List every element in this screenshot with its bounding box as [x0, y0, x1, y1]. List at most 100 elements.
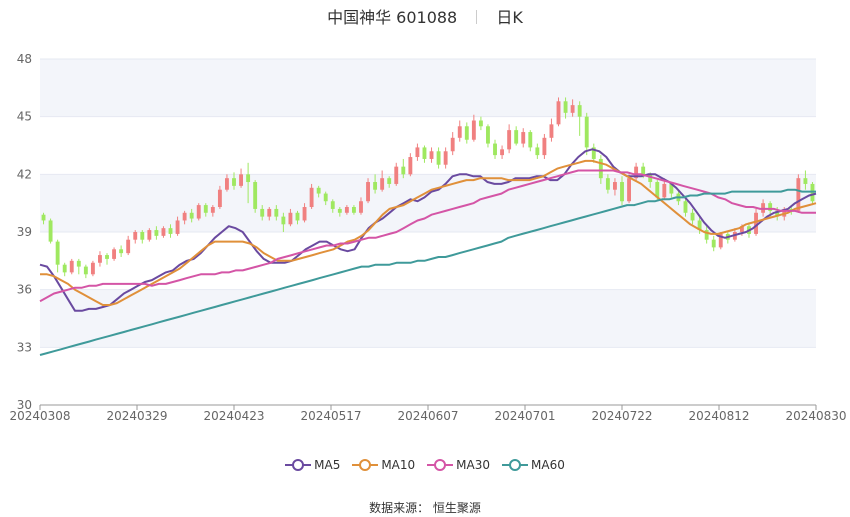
candle-down — [351, 205, 356, 215]
candle-up — [69, 258, 74, 275]
candle-body — [549, 124, 554, 138]
candle-body — [309, 187, 314, 208]
candle-down — [493, 139, 497, 159]
candle-body — [711, 239, 716, 248]
candle-up — [359, 197, 363, 215]
legend-marker-icon — [352, 459, 379, 471]
candle-body — [274, 208, 279, 217]
candle-up — [217, 185, 222, 209]
candle-body — [697, 220, 702, 231]
candle-down — [697, 216, 702, 234]
candle-up — [182, 210, 187, 225]
candle-body — [380, 178, 385, 190]
candle-body — [239, 174, 243, 186]
title-separator — [476, 10, 478, 24]
data-source: 数据来源： 恒生聚源 — [369, 501, 481, 515]
candle-body — [507, 130, 512, 150]
candle-down — [591, 143, 596, 163]
candle-down — [584, 112, 589, 156]
candle-up — [471, 114, 476, 142]
candle-up — [302, 203, 307, 223]
candle-down — [683, 199, 688, 217]
ma10-line — [40, 159, 817, 306]
candles — [41, 97, 815, 279]
candle-body — [718, 233, 723, 248]
candle-down — [323, 191, 328, 206]
candle-down — [105, 253, 109, 265]
candle-body — [62, 264, 67, 273]
candle-body — [613, 182, 617, 190]
candle-body — [542, 137, 547, 156]
candle-body — [775, 210, 780, 217]
candle-up — [309, 183, 314, 209]
candle-body — [796, 178, 801, 211]
candle-body — [605, 178, 610, 190]
candle-down — [281, 212, 286, 232]
candle-up — [126, 235, 131, 256]
candle-up — [542, 133, 547, 159]
candle-down — [373, 174, 378, 194]
candle-down — [154, 226, 159, 240]
legend-label: MA60 — [531, 458, 565, 472]
candle-body — [739, 226, 744, 232]
candle-down — [711, 235, 716, 252]
x-tick-label: 20240423 — [203, 409, 264, 423]
legend-item-ma30[interactable]: MA30 — [427, 458, 490, 472]
ma60-line — [39, 188, 816, 356]
candle-body — [253, 182, 258, 209]
candle-down — [535, 143, 540, 159]
candle-up — [613, 178, 617, 196]
candle-body — [591, 147, 596, 159]
candle-body — [76, 260, 81, 267]
candle-down — [605, 174, 610, 194]
x-tick-label: 20240701 — [494, 409, 555, 423]
y-tick-label: 45 — [17, 110, 32, 124]
candle-body — [83, 266, 88, 275]
candle-down — [48, 218, 53, 244]
candle-up — [457, 120, 462, 142]
candle-body — [655, 182, 660, 198]
candle-body — [443, 151, 448, 165]
candle-body — [634, 166, 639, 179]
candle-body — [69, 260, 74, 273]
legend-item-ma10[interactable]: MA10 — [352, 458, 415, 472]
candle-up — [549, 118, 554, 142]
candle-body — [267, 208, 272, 217]
candle-body — [316, 187, 321, 194]
legend-marker-icon — [502, 459, 529, 471]
x-tick-label: 20240517 — [300, 409, 361, 423]
candle-body — [217, 189, 222, 208]
candle-body — [196, 205, 201, 219]
candle-body — [373, 182, 378, 190]
candle-body — [669, 183, 674, 194]
candle-down — [563, 97, 568, 119]
ma30-line — [39, 169, 816, 303]
candle-up — [429, 147, 434, 163]
candle-body — [401, 166, 406, 175]
candle-body — [577, 105, 582, 117]
x-tick-label: 20240722 — [591, 409, 652, 423]
candle-body — [344, 207, 349, 213]
y-tick-label: 30 — [17, 398, 32, 412]
legend-item-ma60[interactable]: MA60 — [502, 458, 565, 472]
ma5-line — [39, 148, 817, 312]
candle-body — [288, 212, 293, 225]
candle-up — [90, 260, 95, 277]
candle-body — [246, 174, 251, 183]
candle-up — [288, 208, 293, 227]
candle-body — [387, 178, 392, 184]
candle-up — [161, 226, 166, 238]
candle-body — [408, 157, 413, 175]
candle-up — [443, 147, 448, 169]
candle-body — [210, 207, 215, 213]
legend-label: MA5 — [314, 458, 341, 472]
legend-item-ma5[interactable]: MA5 — [285, 458, 340, 472]
candle-body — [486, 126, 490, 144]
candle-body — [429, 151, 434, 159]
candle-up — [133, 230, 138, 244]
candle-body — [450, 137, 455, 152]
x-tick-label: 20240329 — [106, 409, 167, 423]
candle-body — [366, 182, 370, 202]
candle-up — [408, 153, 413, 177]
x-tick-label: 20240812 — [688, 409, 749, 423]
